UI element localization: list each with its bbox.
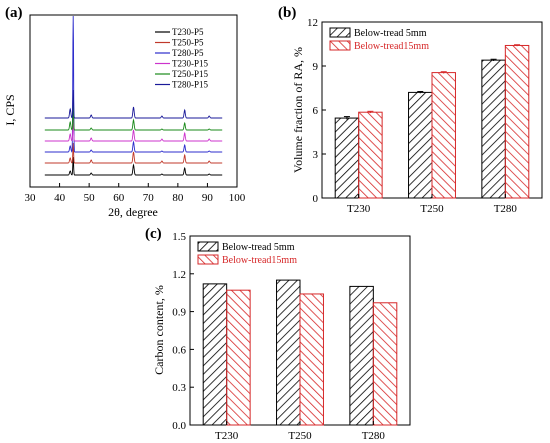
panel-c-bar [372,302,398,426]
panel-b-ytick-label: 3 [313,149,319,161]
panel-b-bar [408,91,433,199]
panel-a-legend: T230-P5T250-P5T280-P5T230-P15T250-P15T28… [155,27,209,90]
panel-b-bar [504,44,530,199]
panel-c-bars [202,279,398,426]
panel-a-legend-label: T280-P5 [172,48,204,58]
panel-b-ytick-label: 6 [313,105,319,117]
panel-b-legend-label: Below-tread 5mm [354,28,427,39]
panel-a-series-line [44,156,223,176]
panel-a-xtick-label: 30 [25,192,37,204]
panel-b-bar [481,59,506,199]
panel-a-xtick-label: 50 [84,192,96,204]
panel-c-label: (c) [145,226,162,242]
panel-a-legend-label: T230-P5 [172,27,204,37]
panel-c-ytick-label: 0.0 [172,420,186,432]
panel-a-xtick-label: 40 [54,192,66,204]
panel-a-label: (a) [5,5,23,21]
panel-b-legend-label: Below-tread15mm [354,41,429,52]
panel-a-xtick-label: 80 [172,192,184,204]
panel-a-xlabel: 2θ, degree [108,205,158,219]
panel-c-yticks: 0.0 0.3 0.6 0.9 1.2 1.5 [172,231,194,432]
panel-a-series-line [44,15,223,153]
panel-a-xtick-label: 70 [143,192,155,204]
panel-a: (a) I, CPS 2θ, degree 30 40 50 60 70 80 90 100 … [3,5,246,219]
panel-a-frame [29,14,238,188]
panel-b-bar [334,117,360,199]
panel-b-category-label: T230 [347,203,371,215]
panel-b-yticks: 0 3 6 9 12 [307,17,326,205]
panel-b-bars [334,44,530,199]
panel-c-category-label: T250 [288,430,312,442]
panel-c-legend-swatch [197,241,219,252]
panel-a-series-line [44,116,223,142]
panel-b-ytick-label: 12 [307,17,318,29]
panel-b-category-label: T280 [494,203,518,215]
panel-a-legend-label: T250-P5 [172,38,204,48]
panel-b: (b) Volume fraction of RA, % 0 3 6 9 12 T230… [278,5,543,215]
panel-c-bar [202,283,228,426]
panel-c-legend-label: Below-tread15mm [222,255,297,266]
panel-c-ylabel: Carbon content, % [152,285,166,375]
panel-b-ytick-label: 0 [313,193,319,205]
panel-b-legend-swatch [329,27,351,38]
panel-a-legend-label: T250-P15 [172,69,209,79]
panel-a-legend-label: T280-P15 [172,80,209,90]
panel-c-bar [349,285,374,426]
panel-a-series-line [44,142,223,164]
panel-c-legend: Below-tread 5mm Below-tread15mm [197,241,297,266]
panel-a-spectra [44,15,223,176]
panel-b-ylabel: Volume fraction of RA, % [291,47,305,173]
panel-b-category-label: T250 [420,203,444,215]
panel-c-bar [226,289,251,426]
panel-a-ylabel: I, CPS [3,94,17,125]
panel-c-bar [276,279,301,426]
panel-b-legend: Below-tread 5mm Below-tread15mm [329,27,429,52]
panel-c: (c) Carbon content, % 0.0 0.3 0.6 0.9 1.2 1.5… [145,226,411,442]
panel-b-bar [431,72,456,199]
panel-c-legend-label: Below-tread 5mm [222,242,295,253]
panel-b-legend-swatch [329,40,351,51]
panel-c-ytick-label: 1.5 [172,231,186,243]
panel-a-xtick-label: 90 [202,192,214,204]
panel-a-xtick-label: 100 [229,192,246,204]
panel-b-label: (b) [278,5,296,21]
panel-b-bar [358,111,383,199]
panel-c-ytick-label: 0.9 [172,307,186,319]
panel-c-ytick-label: 0.6 [172,344,186,356]
panel-a-series-line [44,89,223,119]
panel-c-ytick-label: 1.2 [172,269,186,281]
panel-a-series-line [44,103,223,131]
panel-c-category-label: T280 [362,430,386,442]
panel-b-ytick-label: 9 [313,61,319,73]
panel-a-xticks: 30 40 50 60 70 80 90 100 [25,183,246,204]
panel-b-xticks: T230 T250 T280 [347,194,517,215]
panel-a-xtick-label: 60 [113,192,125,204]
panel-c-category-label: T230 [215,430,239,442]
panel-a-legend-label: T230-P15 [172,59,209,69]
panel-c-xticks: T230 T250 T280 [215,421,385,442]
panel-c-legend-swatch [197,254,219,265]
panel-c-ytick-label: 0.3 [172,382,186,394]
panel-c-bar [299,293,324,426]
